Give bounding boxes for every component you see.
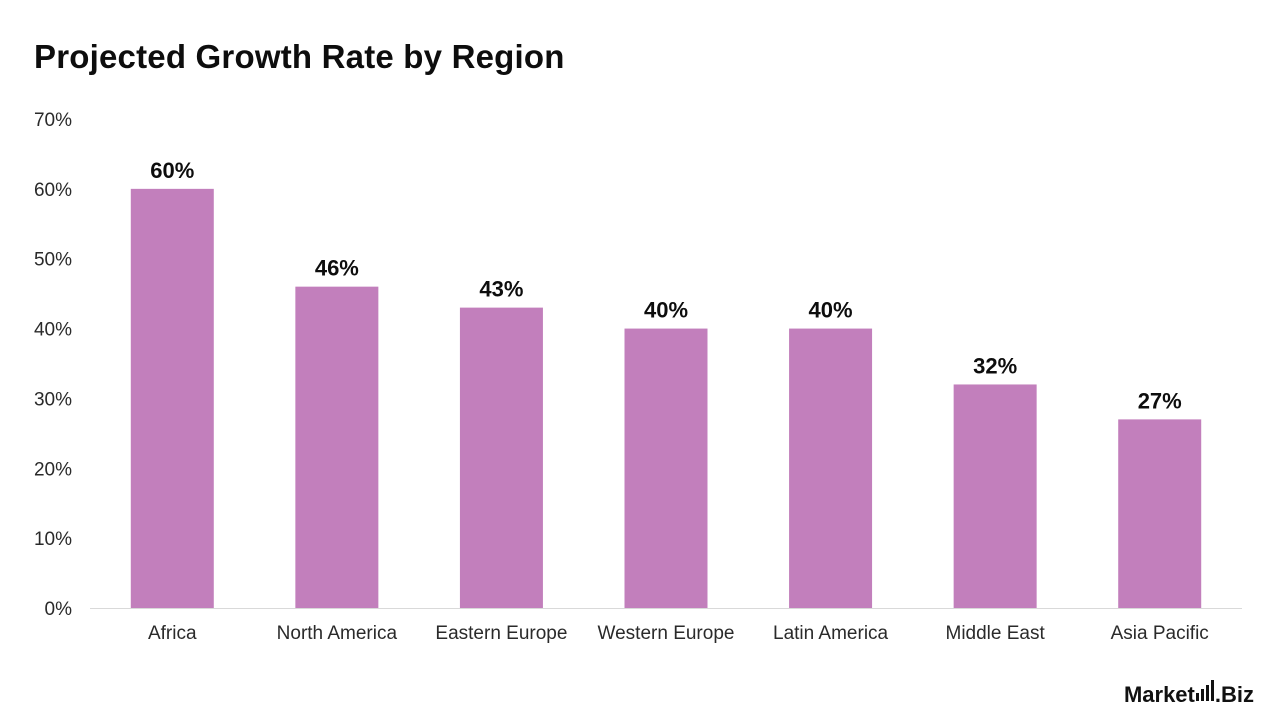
bar: [295, 286, 379, 608]
bar: [459, 307, 543, 608]
bar: [624, 328, 708, 608]
y-tick-label: 30%: [34, 389, 72, 410]
y-axis-ticks: 0% 10% 20% 30% 40% 50% 60% 70%: [34, 110, 72, 620]
data-label: 27%: [1138, 388, 1182, 413]
brand-name-right: .Biz: [1214, 682, 1254, 707]
y-tick-label: 40%: [34, 320, 72, 341]
data-label: 40%: [644, 298, 688, 323]
y-tick-label: 70%: [34, 110, 72, 131]
data-label: 60%: [150, 158, 194, 183]
bar: [953, 384, 1037, 608]
data-labels: 60% 46% 43% 40% 40% 32% 27%: [150, 158, 1181, 414]
brand-logo: Market .Biz: [1124, 672, 1254, 706]
bar: [130, 188, 214, 608]
y-tick-label: 20%: [34, 459, 72, 480]
x-tick-label: Western Europe: [598, 623, 735, 644]
y-tick-label: 60%: [34, 180, 72, 201]
x-tick-label: Middle East: [946, 623, 1046, 644]
data-label: 40%: [809, 298, 853, 323]
bar: [1118, 419, 1202, 608]
x-tick-label: Africa: [148, 623, 197, 644]
data-label: 32%: [973, 353, 1017, 378]
data-label: 43%: [479, 277, 523, 302]
x-tick-label: North America: [277, 623, 398, 644]
x-tick-label: Latin America: [773, 623, 889, 644]
data-label: 46%: [315, 256, 359, 281]
chart-title: Projected Growth Rate by Region: [34, 38, 565, 75]
x-axis-labels: Africa North America Eastern Europe Western…: [148, 623, 1209, 644]
brand-name-left: Market: [1123, 682, 1195, 707]
x-tick-label: Eastern Europe: [435, 623, 567, 644]
signal-bars-icon: [1195, 679, 1214, 701]
x-tick-label: Asia Pacific: [1111, 623, 1209, 644]
y-tick-label: 50%: [34, 250, 72, 271]
bar: [789, 328, 873, 608]
y-tick-label: 10%: [34, 529, 72, 550]
y-tick-label: 0%: [45, 599, 73, 620]
bar-series: [130, 188, 1202, 608]
